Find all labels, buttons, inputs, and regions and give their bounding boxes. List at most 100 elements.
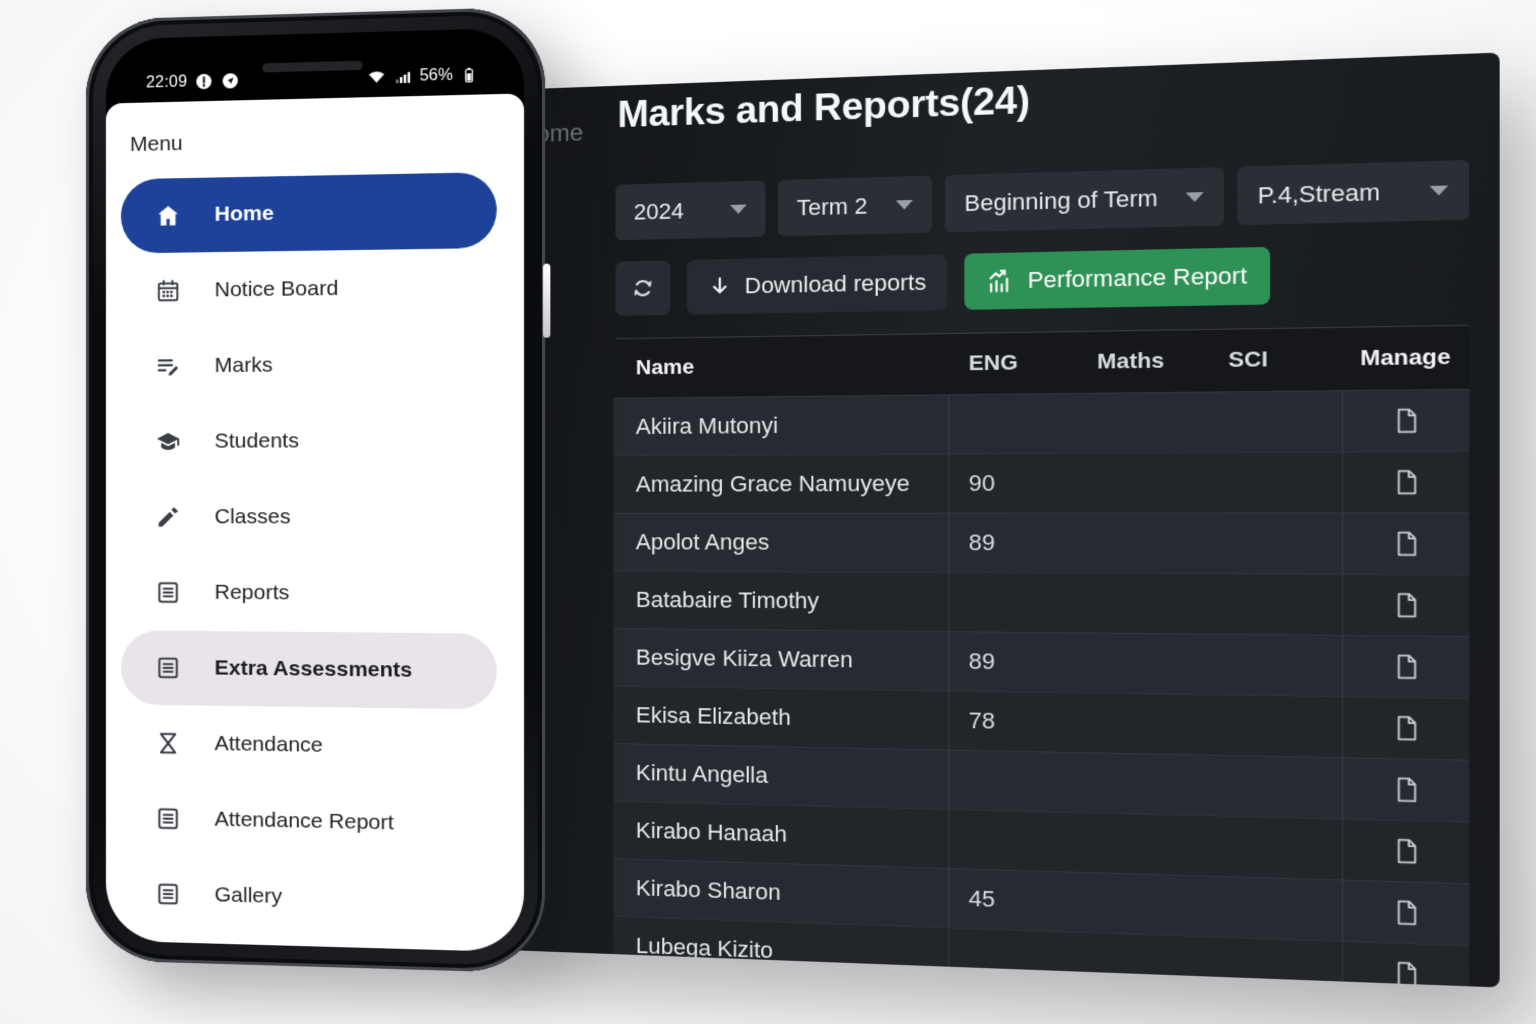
status-bar: 22:09 [106, 28, 524, 104]
manage-cell [1341, 880, 1470, 946]
performance-report-label: Performance Report [1027, 262, 1247, 294]
wifi-icon [368, 71, 385, 83]
menu-title: Menu [129, 131, 183, 157]
refresh-icon [630, 275, 656, 302]
menu-item[interactable]: Classes [121, 480, 497, 556]
maths-mark [1077, 393, 1208, 453]
menu-item[interactable]: Reports [121, 555, 497, 632]
chevron-down-icon [1429, 185, 1449, 196]
menu-item[interactable]: Attendance [121, 705, 497, 786]
battery-percent: 56% [419, 65, 453, 85]
col-name: Name [635, 355, 695, 380]
eng-mark: 90 [968, 469, 996, 497]
graduation-cap-icon [155, 429, 181, 455]
term-filter-value: Term 2 [796, 192, 868, 221]
table-row: Batabaire Timothy [613, 570, 1470, 637]
student-name: Apolot Anges [613, 513, 950, 572]
sci-mark [1208, 452, 1342, 512]
maths-mark [1077, 453, 1208, 513]
chevron-down-icon [1185, 192, 1204, 203]
student-name: Batabaire Timothy [613, 571, 950, 632]
student-name: Besigve Kiiza Warren [613, 629, 950, 691]
file-icon[interactable] [1391, 590, 1421, 620]
file-icon[interactable] [1391, 774, 1421, 805]
table-row: Apolot Anges 89 [613, 512, 1470, 575]
manage-cell [1341, 819, 1470, 884]
signal-icon [395, 71, 411, 83]
maths-mark [1077, 514, 1208, 573]
clock: 22:09 [145, 72, 188, 92]
battery-icon [460, 65, 478, 85]
sci-mark [1208, 514, 1342, 574]
sci-mark [1208, 816, 1342, 879]
col-eng: ENG [968, 350, 1018, 376]
eng-mark [949, 928, 1077, 987]
maths-mark [1077, 633, 1208, 694]
student-name: Amazing Grace Namuyeye [613, 454, 950, 513]
manage-cell [1341, 574, 1470, 637]
table-header: Name ENG Maths SCI Manage [613, 325, 1470, 398]
manage-cell [1341, 697, 1470, 760]
student-name: Kirabo Hanaah [613, 801, 950, 869]
download-reports-button[interactable]: Download reports [686, 254, 948, 315]
student-name: Kintu Angella [613, 744, 950, 809]
eng-mark: 89 [968, 647, 996, 675]
chart-icon [986, 267, 1014, 295]
hourglass-icon [155, 730, 181, 757]
notification-info-icon [196, 72, 212, 92]
file-icon[interactable] [1391, 836, 1421, 867]
phone-screen: 22:09 [105, 27, 525, 953]
file-icon[interactable] [1391, 529, 1421, 559]
year-filter[interactable]: 2024 [615, 180, 766, 241]
table-row: Amazing Grace Namuyeye 90 [613, 450, 1470, 513]
menu-item[interactable]: Attendance Report [121, 781, 497, 864]
menu-item[interactable]: Home [120, 172, 497, 254]
student-name: Ekisa Elizabeth [613, 686, 950, 750]
period-filter-value: Beginning of Term [964, 184, 1158, 216]
manage-cell [1341, 389, 1470, 452]
menu-item[interactable]: Extra Assessments [120, 630, 497, 710]
sci-mark [1208, 695, 1342, 757]
menu-item[interactable]: Marks [121, 326, 497, 404]
class-stream-filter-value: P.4,Stream [1257, 178, 1381, 209]
period-filter[interactable]: Beginning of Term [944, 167, 1224, 233]
manage-cell [1341, 941, 1470, 988]
class-stream-filter[interactable]: P.4,Stream [1237, 159, 1470, 226]
menu-item[interactable]: Gallery [121, 856, 497, 940]
phone-mockup: 22:09 [86, 6, 551, 974]
manage-cell [1341, 758, 1470, 822]
table-body: Akiira Mutonyi [613, 388, 1470, 988]
maths-mark [1077, 753, 1208, 815]
term-filter[interactable]: Term 2 [777, 175, 933, 237]
article-icon [155, 805, 181, 832]
sci-mark [1208, 635, 1342, 696]
pencil-icon [155, 504, 181, 530]
refresh-button[interactable] [615, 260, 671, 317]
file-icon[interactable] [1391, 713, 1421, 744]
file-icon[interactable] [1391, 405, 1421, 435]
file-icon[interactable] [1391, 651, 1421, 682]
file-icon[interactable] [1391, 897, 1421, 928]
sci-mark [1208, 574, 1342, 635]
article-icon [155, 655, 181, 681]
student-name: Lubega Kizito [613, 916, 950, 987]
calendar-icon [155, 278, 181, 304]
file-icon[interactable] [1391, 467, 1421, 497]
maths-mark [1077, 813, 1208, 876]
menu-item[interactable]: Notice Board [121, 249, 497, 329]
eng-mark [949, 810, 1077, 872]
sci-mark [1208, 877, 1342, 941]
performance-report-button[interactable]: Performance Report [964, 246, 1270, 310]
chevron-down-icon [895, 199, 913, 210]
eng-mark [949, 394, 1077, 454]
menu-item[interactable]: Students [121, 403, 497, 479]
year-filter-value: 2024 [633, 197, 684, 225]
chevron-down-icon [730, 204, 747, 215]
marks-icon [155, 353, 181, 379]
sci-mark [1208, 391, 1342, 452]
download-icon [707, 274, 732, 299]
menu-screen: Menu Home Notice Board [105, 93, 525, 953]
dashboard-panel: Home Marks and Reports(24) 2024 Term 2 B… [505, 52, 1500, 988]
file-icon[interactable] [1391, 959, 1421, 988]
